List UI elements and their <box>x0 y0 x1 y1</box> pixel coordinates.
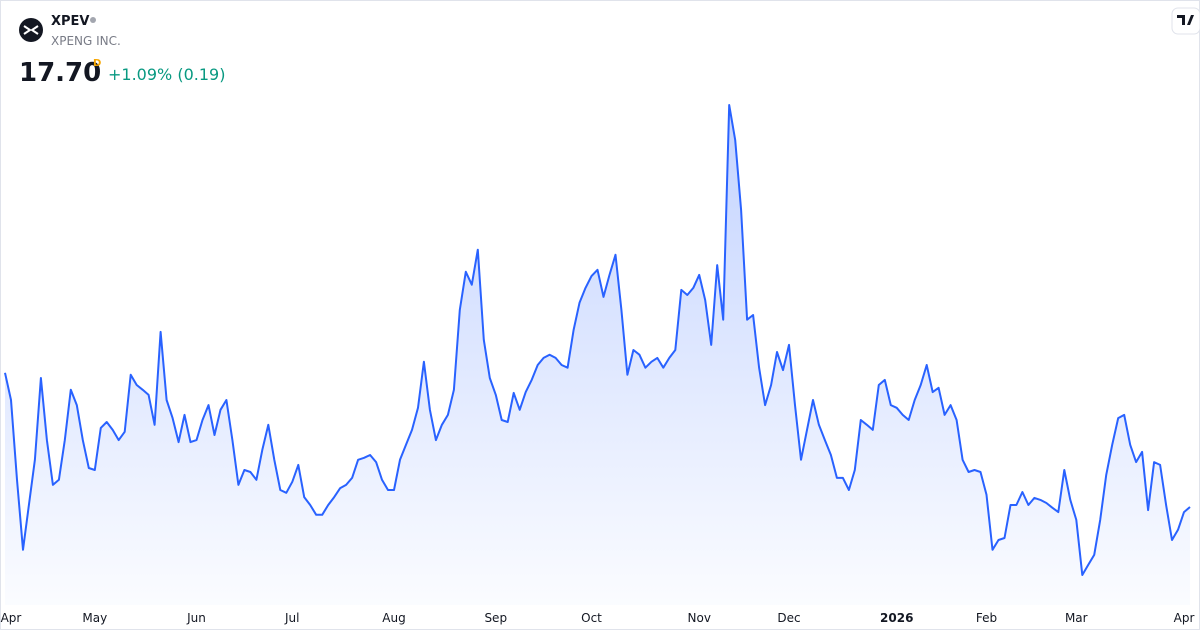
x-tick-label: Nov <box>688 611 711 625</box>
plot: Apr May Jun Jul Aug Sep Oct Nov Dec 2026 Feb Mar Apr <box>1 104 1195 625</box>
x-tick-label: Jul <box>284 611 299 625</box>
tv-logo-box[interactable] <box>1171 7 1200 35</box>
x-tick-label: Sep <box>484 611 507 625</box>
logo-mark <box>23 25 39 35</box>
area-fill <box>5 105 1190 605</box>
x-tick-label: Dec <box>777 611 800 625</box>
symbol[interactable]: XPEV <box>51 14 90 29</box>
x-tick-label: Jun <box>186 611 206 625</box>
status-dot <box>90 17 96 23</box>
x-tick-label: May <box>82 611 107 625</box>
price-line <box>4 104 1191 576</box>
price: 17.70 <box>19 58 101 88</box>
x-tick-label: Mar <box>1065 611 1088 625</box>
x-tick-label: Apr <box>1 611 22 625</box>
change: +1.09% (0.19) <box>108 65 225 84</box>
company-name: XPENG INC. <box>51 34 121 48</box>
x-tick-label: Aug <box>382 611 405 625</box>
interval: D <box>93 58 101 69</box>
tv-logo <box>1177 15 1194 25</box>
x-tick-label: 2026 <box>880 611 913 625</box>
x-tick-label: Feb <box>976 611 997 625</box>
x-tick-label: Oct <box>581 611 602 625</box>
x-tick-label: Apr <box>1174 611 1195 625</box>
